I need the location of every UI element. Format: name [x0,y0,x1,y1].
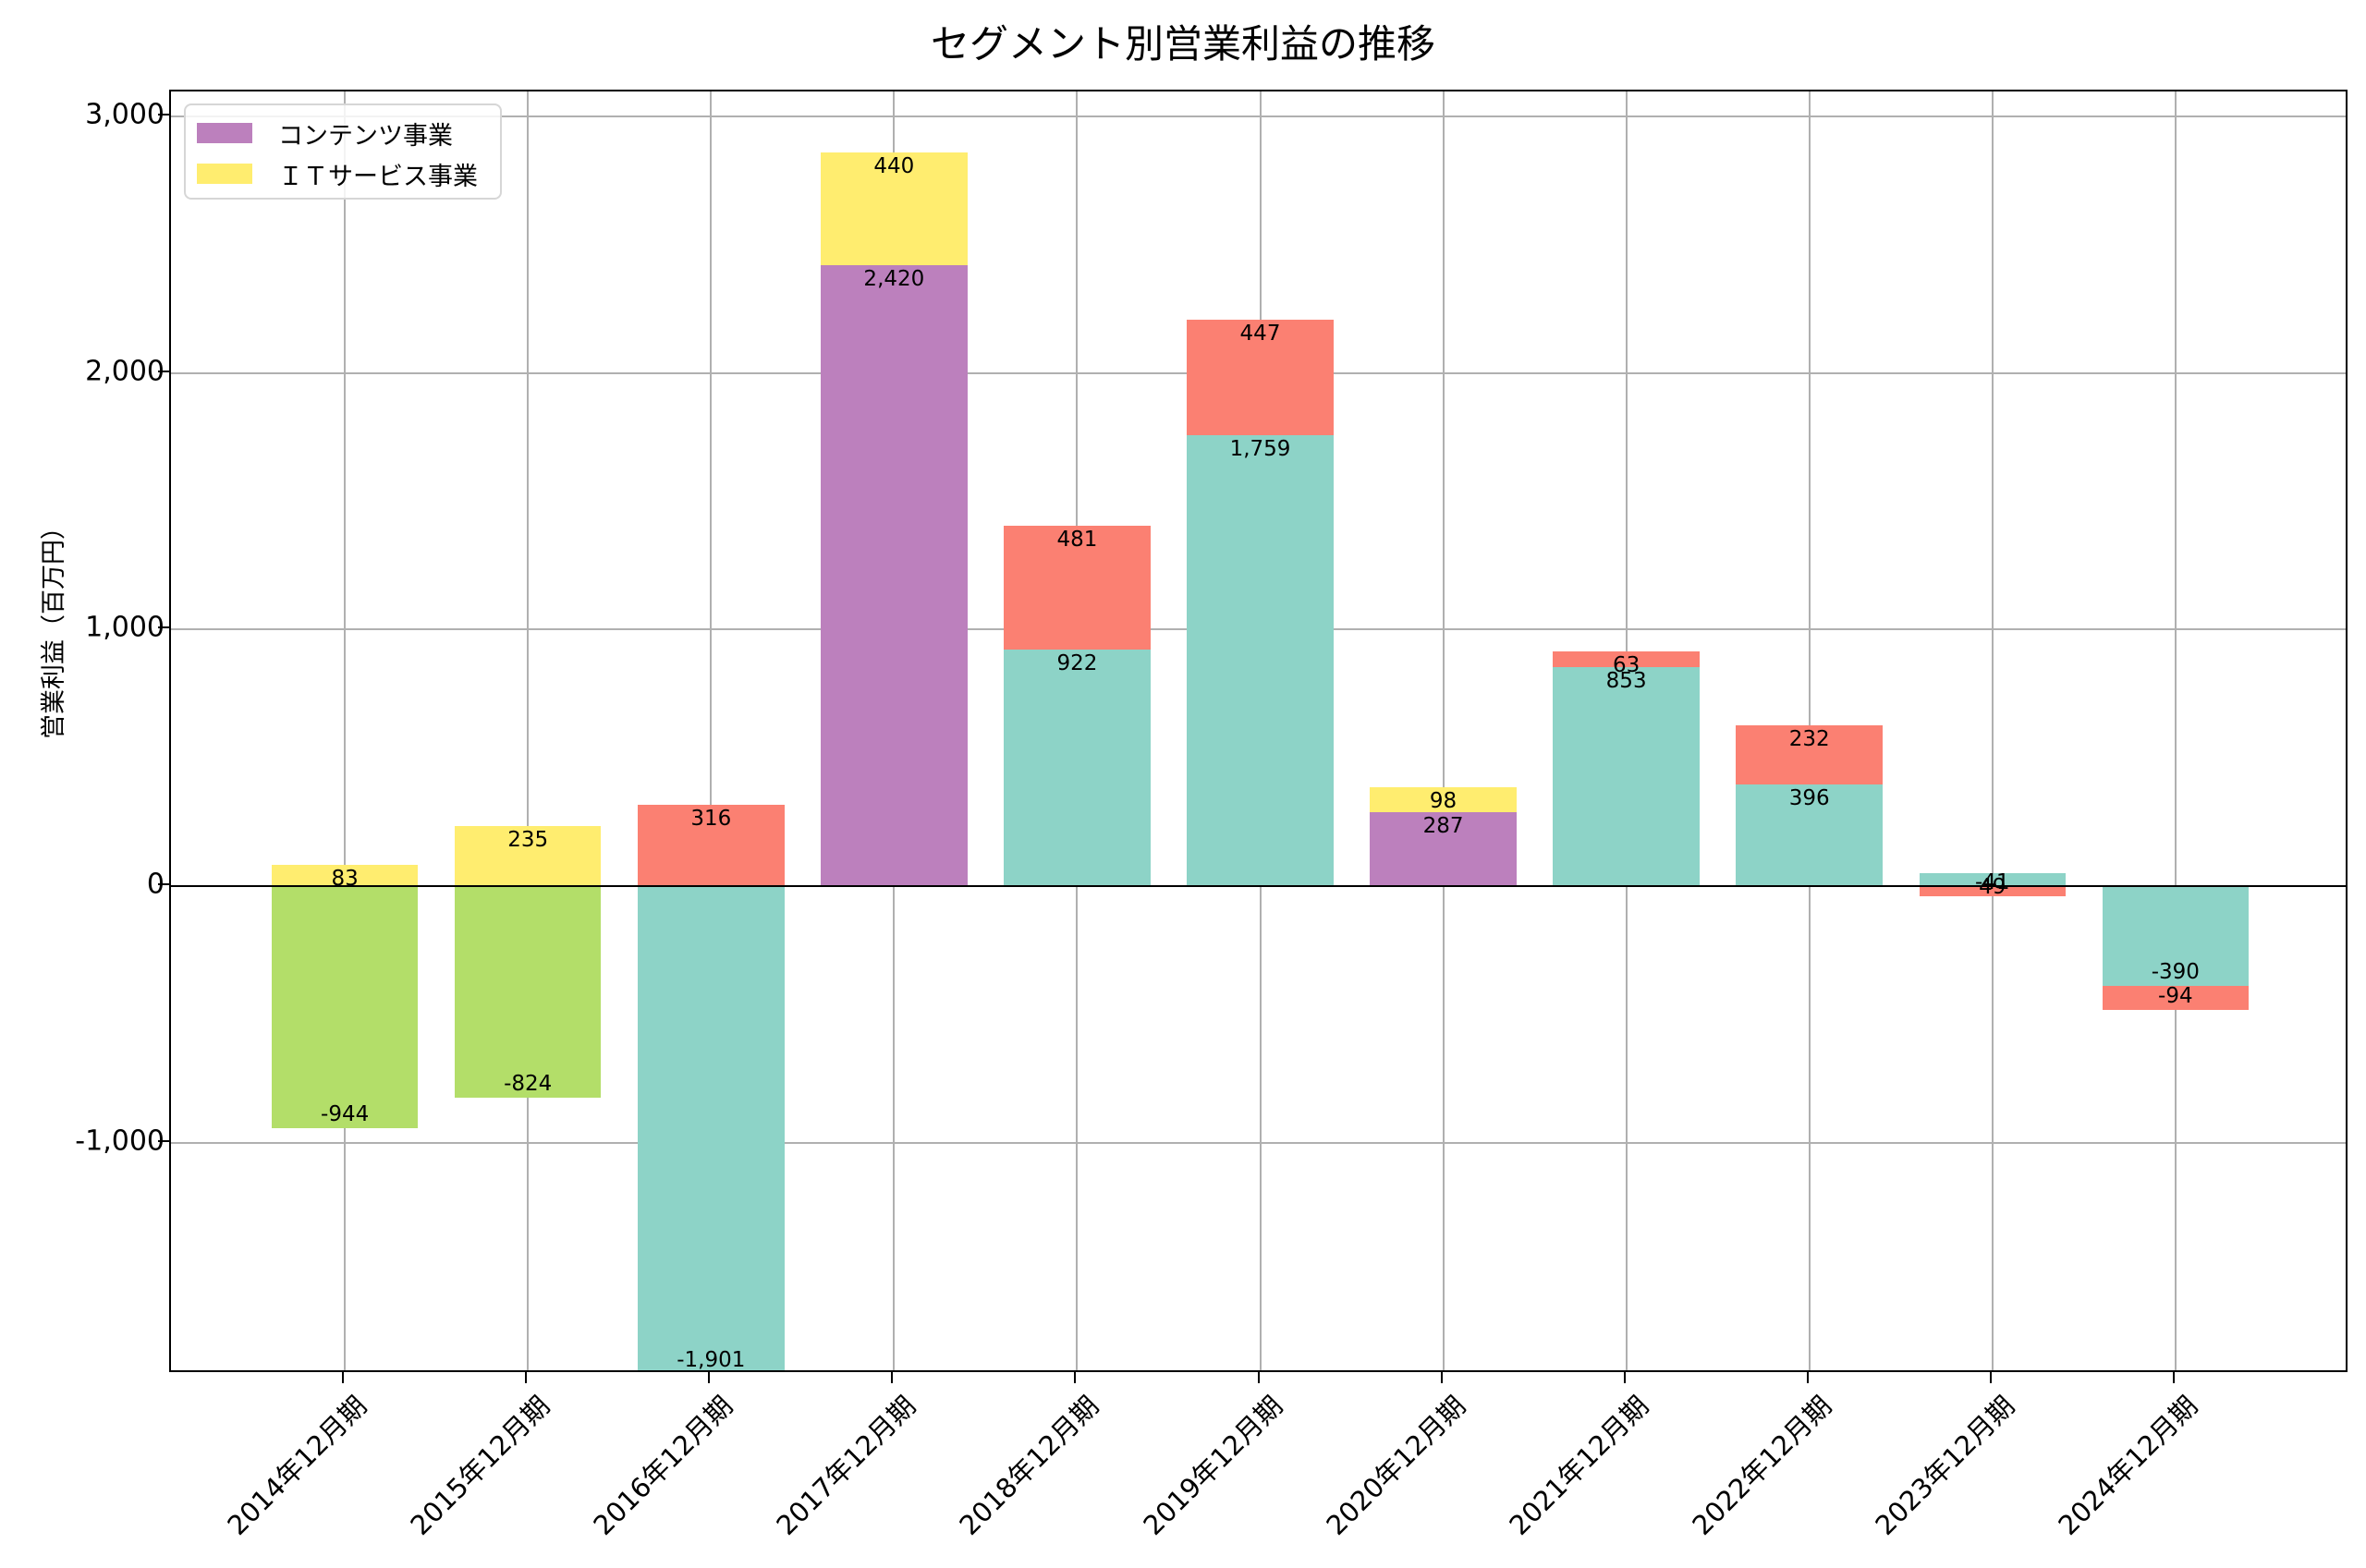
x-tick-mark [342,1372,345,1383]
x-tick-mark [1074,1372,1077,1383]
bar-segment [1187,434,1334,887]
bar-value-label: 287 [1422,814,1464,839]
x-tick-mark [1623,1372,1626,1383]
bar-segment [1919,873,2066,887]
bar-segment [2102,886,2250,987]
bar-segment [1187,320,1334,435]
x-tick-mark [1989,1372,1992,1383]
bar-segment [821,265,968,887]
x-tick-mark [1806,1372,1809,1383]
bar-value-label: -824 [504,1071,553,1096]
y-tick-mark [158,113,169,115]
gridline-x [344,91,347,1370]
x-tick-label: 2018年12月期 [953,1390,1105,1542]
bar-value-label: 853 [1605,669,1647,694]
bar-segment [1370,787,1517,813]
x-tick-label: 2016年12月期 [587,1390,739,1542]
legend-label-it-services: ＩＴサービス事業 [278,162,478,191]
legend: コンテンツ事業 ＩＴサービス事業 [184,103,502,200]
legend-swatch-contents [197,123,252,143]
bar-value-label: 232 [1788,726,1830,751]
bar-segment [1004,526,1151,650]
y-axis-label: 営業利益（百万円） [40,515,68,739]
x-tick-label: 2015年12月期 [404,1390,556,1542]
y-tick-mark [158,626,169,629]
bar-value-label: 440 [873,153,915,178]
legend-item-contents: コンテンツ事業 [197,115,453,152]
bar-segment [1553,650,1700,668]
bar-value-label: 316 [690,807,732,832]
x-tick-label: 2017年12月期 [770,1390,922,1542]
y-tick-label: -1,000 [75,1124,165,1158]
gridline-y [171,115,2346,117]
bar-value-label: 447 [1239,322,1281,346]
bar-segment [638,886,785,1370]
bar-segment [821,152,968,265]
bar-value-label: 922 [1056,651,1098,676]
legend-label-contents: コンテンツ事業 [278,121,453,151]
chart-title: セグメント別営業利益の推移 [930,21,1435,67]
bar-segment [1919,886,2066,897]
x-tick-mark [1440,1372,1443,1383]
gridline-x [1991,91,1994,1370]
y-tick-label: 1,000 [85,611,165,644]
bar-value-label: -94 [2158,984,2193,1009]
bar-value-label: -390 [2151,960,2200,985]
bar-value-label: -944 [321,1102,370,1127]
gridline-x [2174,91,2177,1370]
gridline-y [171,1141,2346,1144]
x-tick-label: 2024年12月期 [2052,1390,2204,1542]
bar-segment [271,865,419,887]
x-tick-label: 2019年12月期 [1136,1390,1288,1542]
bar-segment [455,825,602,887]
gridline-x [710,91,713,1370]
bar-segment [1736,724,1883,785]
x-tick-label: 2020年12月期 [1319,1390,1471,1542]
y-tick-label: 3,000 [85,98,165,131]
bar-value-label: -1,901 [677,1348,746,1372]
bar-segment [455,886,602,1098]
bar-segment [271,886,419,1129]
gridline-x [527,91,530,1370]
x-tick-label: 2023年12月期 [1869,1390,2021,1542]
x-tick-mark [708,1372,711,1383]
y-tick-mark [158,370,169,372]
bar-segment [638,805,785,887]
x-tick-mark [2172,1372,2175,1383]
x-tick-label: 2014年12月期 [221,1390,373,1542]
bar-value-label: 1,759 [1229,436,1291,461]
bar-segment [1736,784,1883,887]
y-tick-label: 2,000 [85,355,165,388]
bar-segment [1370,812,1517,887]
bar-value-label: 481 [1056,528,1098,553]
bar-segment [1553,667,1700,887]
x-tick-label: 2021年12月期 [1503,1390,1654,1542]
bar-value-label: 49 [1979,875,2006,900]
legend-swatch-it-services [197,164,252,184]
gridline-x [1442,91,1445,1370]
bar-segment [2102,986,2250,1011]
bar-segment [1004,650,1151,887]
bar-value-label: 98 [1429,789,1457,814]
bar-value-label: 63 [1612,652,1640,677]
zero-line [171,885,2346,888]
x-tick-mark [1257,1372,1260,1383]
x-tick-mark [891,1372,894,1383]
bar-value-label: 235 [507,827,549,852]
y-tick-mark [158,1139,169,1142]
legend-item-it-services: ＩＴサービス事業 [197,155,478,192]
bar-value-label: 2,420 [863,267,925,291]
y-tick-mark [158,883,169,886]
plot-area: -944 83 -824 235 -1,901 316 2,420 440 922 481 1,75… [169,90,2348,1372]
y-tick-label: 0 [146,868,165,901]
x-tick-label: 2022年12月期 [1686,1390,1837,1542]
bar-value-label: -41 [1974,870,2010,895]
bar-value-label: 396 [1788,786,1830,811]
bar-value-label: 83 [331,867,359,892]
x-tick-mark [525,1372,528,1383]
